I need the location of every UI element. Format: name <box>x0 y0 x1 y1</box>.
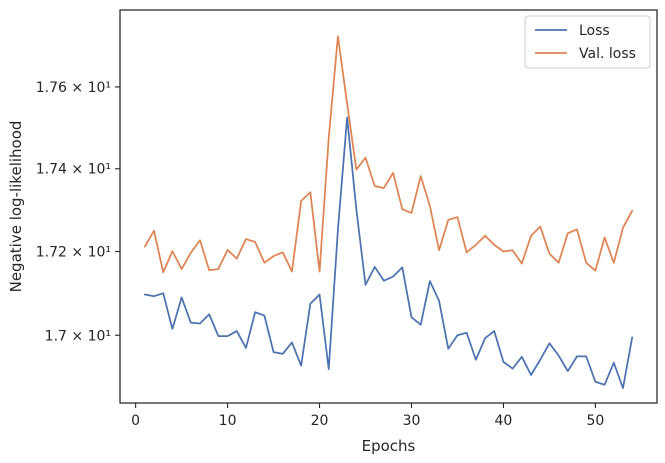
y-axis: 1.7 × 10¹ 1.72 × 10¹ 1.74 × 10¹ 1.76 × 10¹ <box>36 80 120 344</box>
x-tick-label: 10 <box>219 413 237 429</box>
x-axis: 0 10 20 30 40 50 <box>131 403 604 429</box>
x-tick-label: 30 <box>403 413 421 429</box>
y-tick-label: 1.76 × 10¹ <box>36 80 111 96</box>
y-tick-label: 1.72 × 10¹ <box>36 245 111 261</box>
x-axis-label: Epochs <box>362 437 416 455</box>
x-tick-label: 20 <box>311 413 329 429</box>
plot-marks <box>143 35 634 390</box>
y-axis-label: Negative log-likelihood <box>7 121 25 293</box>
plot-frame <box>119 9 658 404</box>
legend-label-val-loss: Val. loss <box>579 46 636 62</box>
x-tick-label: 50 <box>586 413 604 429</box>
legend-box <box>524 15 651 69</box>
series-line-val-loss <box>143 35 634 274</box>
series-line-loss <box>143 116 634 390</box>
legend-label-loss: Loss <box>579 23 610 39</box>
x-tick-label: 40 <box>495 413 513 429</box>
x-tick-label: 0 <box>131 413 140 429</box>
y-tick-label: 1.7 × 10¹ <box>45 328 111 344</box>
legend: Loss Val. loss <box>524 15 651 69</box>
y-tick-label: 1.74 × 10¹ <box>36 162 111 178</box>
